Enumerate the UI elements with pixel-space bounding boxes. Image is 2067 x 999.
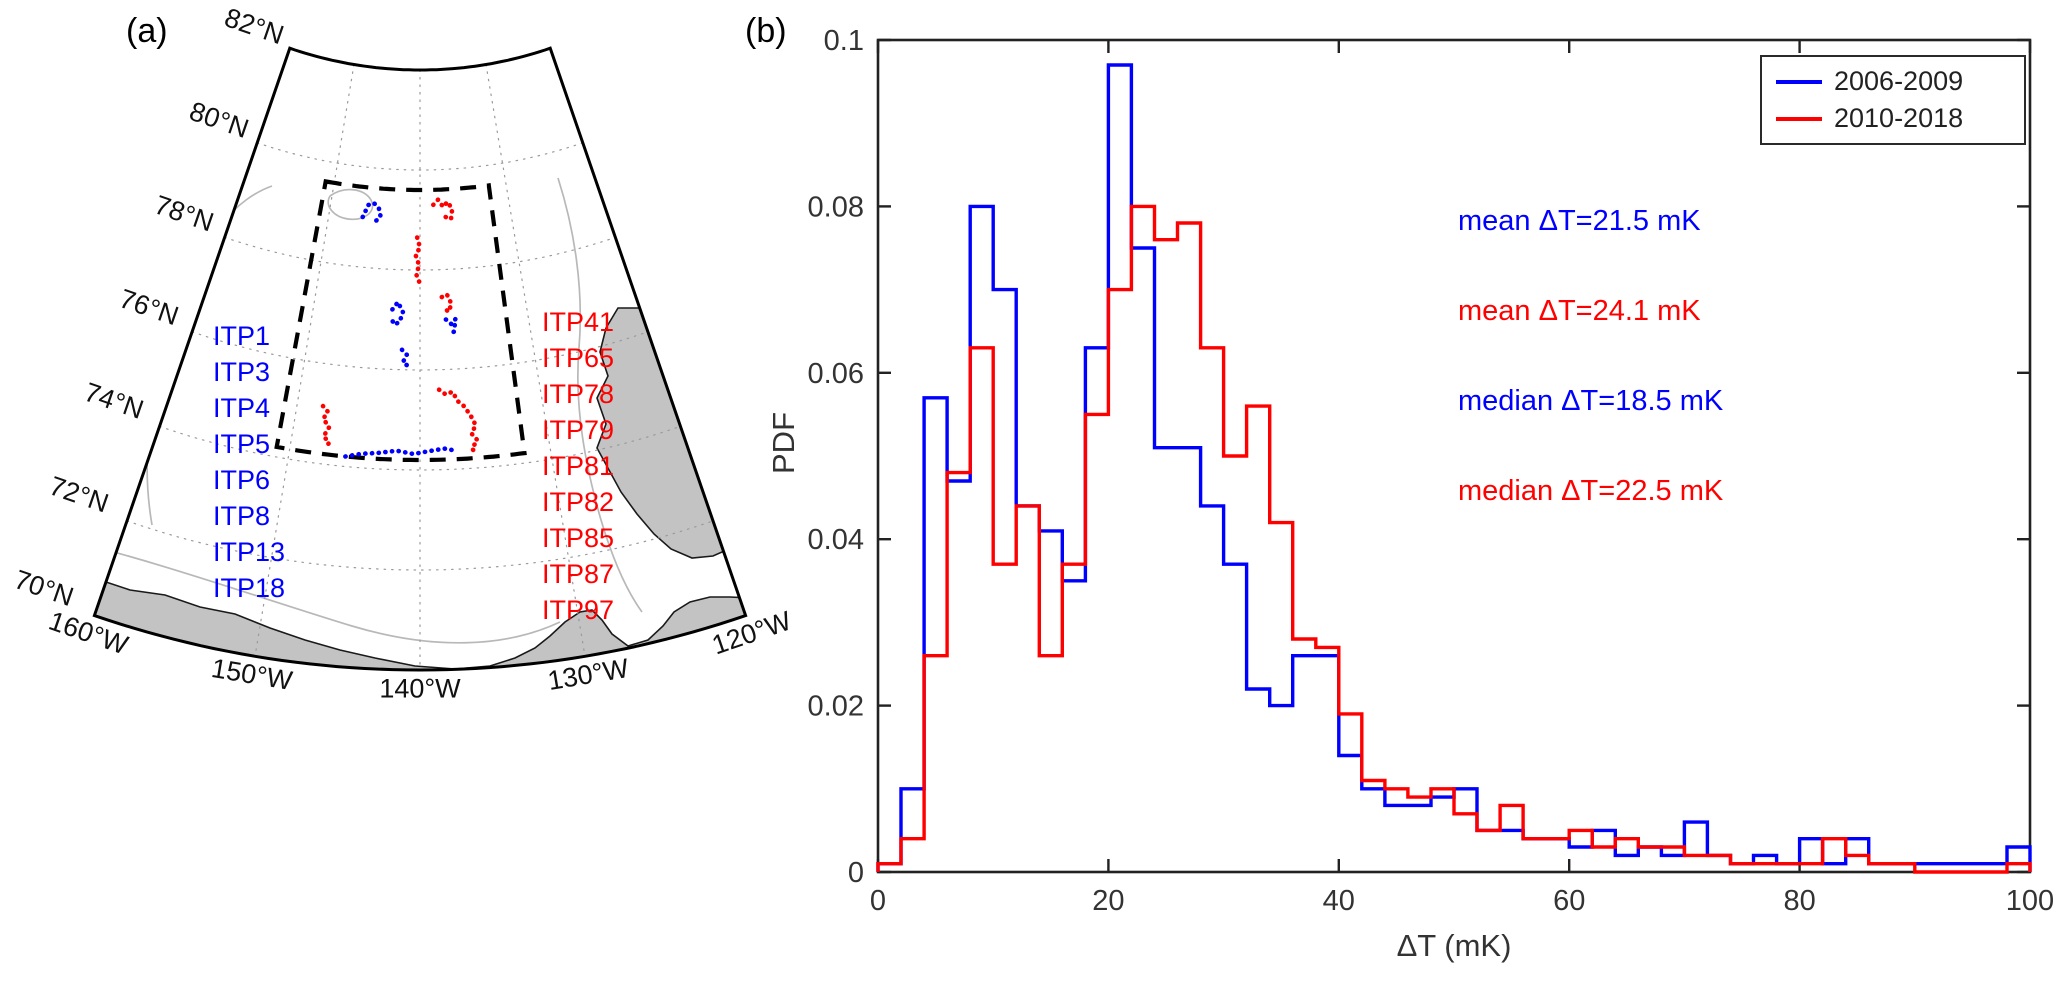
y-tick-label: 0.02 — [808, 691, 864, 723]
x-tick-label: 0 — [870, 885, 886, 917]
y-axis-title: PDF — [766, 412, 801, 474]
parallel-gridline — [256, 142, 584, 171]
itp-label-blue: ITP8 — [213, 501, 271, 531]
lat-tick-label: 72°N — [46, 471, 113, 519]
lat-tick-label: 80°N — [186, 96, 253, 144]
itp-label-red: ITP82 — [542, 487, 615, 517]
lon-tick-label: 140°W — [379, 674, 461, 704]
bathymetry-contour-line — [557, 177, 643, 613]
meridian-gridline — [485, 63, 586, 657]
stat-annotation: median ΔT=18.5 mK — [1458, 385, 1724, 417]
drift-track — [413, 235, 423, 285]
drift-track — [320, 403, 332, 452]
stat-annotation: median ΔT=22.5 mK — [1458, 475, 1724, 507]
itp-label-blue: ITP1 — [213, 321, 271, 351]
bathymetry-contour-line — [94, 537, 561, 644]
x-tick-label: 40 — [1323, 885, 1355, 917]
histogram-step-red — [876, 204, 2032, 874]
itp-label-blue: ITP5 — [213, 429, 271, 459]
drift-tracks-2006-2009 — [343, 200, 458, 459]
itp-label-red: ITP78 — [542, 379, 615, 409]
drift-track — [360, 200, 383, 224]
legend-entry: 2010-2018 — [1762, 100, 2024, 137]
y-tick-label: 0.04 — [808, 524, 864, 556]
legend-line-swatch — [1776, 116, 1822, 121]
x-tick-label: 100 — [2006, 885, 2054, 917]
itp-label-blue: ITP6 — [213, 465, 271, 495]
drift-track — [443, 316, 458, 337]
panel-b-label: (b) — [745, 12, 787, 50]
drift-track — [343, 446, 456, 459]
itp-label-blue: ITP3 — [213, 357, 271, 387]
land-alaska-coast — [94, 550, 746, 670]
panel-a-label: (a) — [126, 12, 168, 50]
itp-label-blue: ITP13 — [213, 537, 286, 567]
legend-line-swatch — [1776, 79, 1822, 84]
drift-track — [431, 197, 455, 222]
lat-tick-label: 74°N — [81, 377, 148, 425]
lat-tick-label: 78°N — [151, 190, 218, 238]
bathymetry-contour-line — [327, 188, 374, 221]
y-tick-label: 0.06 — [808, 358, 864, 390]
stat-annotation: mean ΔT=21.5 mK — [1458, 205, 1701, 237]
itp-label-red: ITP79 — [542, 415, 615, 445]
plot-box — [876, 38, 2032, 874]
map-graticule — [126, 63, 714, 671]
stat-annotation: mean ΔT=24.1 mK — [1458, 295, 1701, 327]
legend-entry: 2006-2009 — [1762, 63, 2024, 100]
legend: 2006-2009 2010-2018 — [1760, 55, 2026, 145]
drift-track — [388, 299, 406, 327]
itp-label-red: ITP87 — [542, 559, 615, 589]
itp-label-red: ITP97 — [542, 595, 615, 625]
x-tick-label: 20 — [1092, 885, 1124, 917]
itp-label-red: ITP85 — [542, 523, 615, 553]
itp-blue-list: ITP1 ITP3 ITP4 ITP5 ITP6 ITP8 ITP13 ITP18 — [213, 318, 285, 606]
x-tick-label: 80 — [1783, 885, 1815, 917]
y-tick-label: 0 — [848, 857, 864, 889]
x-axis-title: ΔT (mK) — [1396, 928, 1512, 963]
lat-tick-label: 82°N — [221, 2, 288, 50]
x-tick-label: 60 — [1553, 885, 1585, 917]
parallel-gridline — [158, 425, 682, 471]
drift-track — [399, 347, 411, 369]
panel-b-histogram: 0 20 40 60 80 100 0 0.02 0.04 0.06 0.08 0.1 (b) PDF… — [745, 0, 2067, 999]
drift-track — [439, 292, 454, 315]
itp-red-list: ITP41 ITP65 ITP78 ITP79 ITP81 ITP82 ITP85 ITP87… — [542, 304, 614, 628]
itp-label-blue: ITP4 — [213, 393, 271, 423]
meridian-gridline — [254, 63, 355, 657]
itp-label-red: ITP65 — [542, 343, 615, 373]
y-tick-label: 0.08 — [808, 191, 864, 223]
y-tick-label: 0.1 — [824, 25, 864, 57]
histogram-step-blue — [876, 63, 2032, 872]
panel-a-map: 82°N 80°N 78°N 76°N 74°N 72°N 70°N 160°W 150°W 14… — [0, 0, 810, 999]
map-frame — [92, 46, 748, 672]
lat-tick-label: 70°N — [11, 564, 78, 612]
parallel-gridline — [224, 236, 616, 271]
drift-tracks-2010-2018 — [320, 197, 480, 456]
histogram-canvas: 0 20 40 60 80 100 0 0.02 0.04 0.06 0.08 0.1 — [808, 25, 2055, 917]
itp-label-red: ITP81 — [542, 451, 615, 481]
study-area-box — [274, 178, 527, 463]
legend-label: 2006-2009 — [1834, 66, 1964, 96]
drift-track — [436, 387, 480, 456]
itp-label-blue: ITP18 — [213, 573, 286, 603]
itp-label-red: ITP41 — [542, 307, 615, 337]
legend-label: 2010-2018 — [1834, 103, 1964, 133]
lat-tick-label: 76°N — [116, 283, 183, 331]
parallel-gridline — [126, 520, 714, 571]
